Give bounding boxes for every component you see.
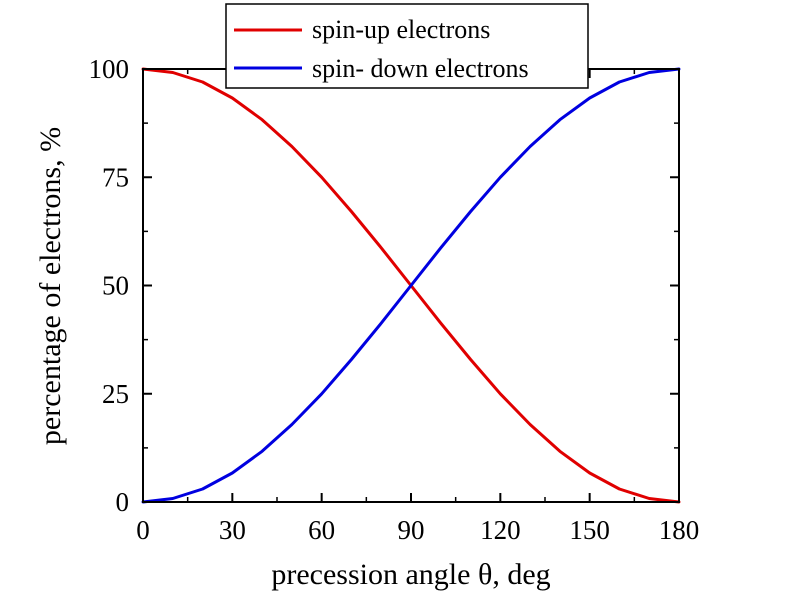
series-layer: [141, 67, 681, 504]
x-tick-label: 120: [480, 515, 521, 545]
series-line-spin-down: [141, 67, 681, 504]
legend: spin-up electrons spin- down electrons: [225, 3, 589, 89]
y-tick-label: 75: [102, 162, 129, 192]
x-tick-label: 60: [308, 515, 335, 545]
y-tick-label: 100: [89, 54, 130, 84]
x-tick-label: 30: [219, 515, 246, 545]
legend-label-spin-down: spin- down electrons: [312, 54, 529, 83]
x-tick-labels: 0 30 60 90 120 150 180: [136, 515, 699, 545]
x-tick-label: 0: [136, 515, 150, 545]
x-axis-label: precession angle θ, deg: [271, 558, 550, 591]
legend-box: [225, 3, 589, 89]
y-tick-label: 50: [102, 271, 129, 301]
x-tick-label: 180: [659, 515, 700, 545]
legend-label-spin-up: spin-up electrons: [312, 15, 490, 44]
x-tick-label: 150: [569, 515, 610, 545]
x-tick-label: 90: [398, 515, 425, 545]
y-tick-labels: 0 25 50 75 100: [89, 54, 130, 517]
y-tick-label: 0: [116, 487, 130, 517]
y-tick-label: 25: [102, 379, 129, 409]
y-axis-label: percentage of electrons, %: [34, 127, 67, 445]
